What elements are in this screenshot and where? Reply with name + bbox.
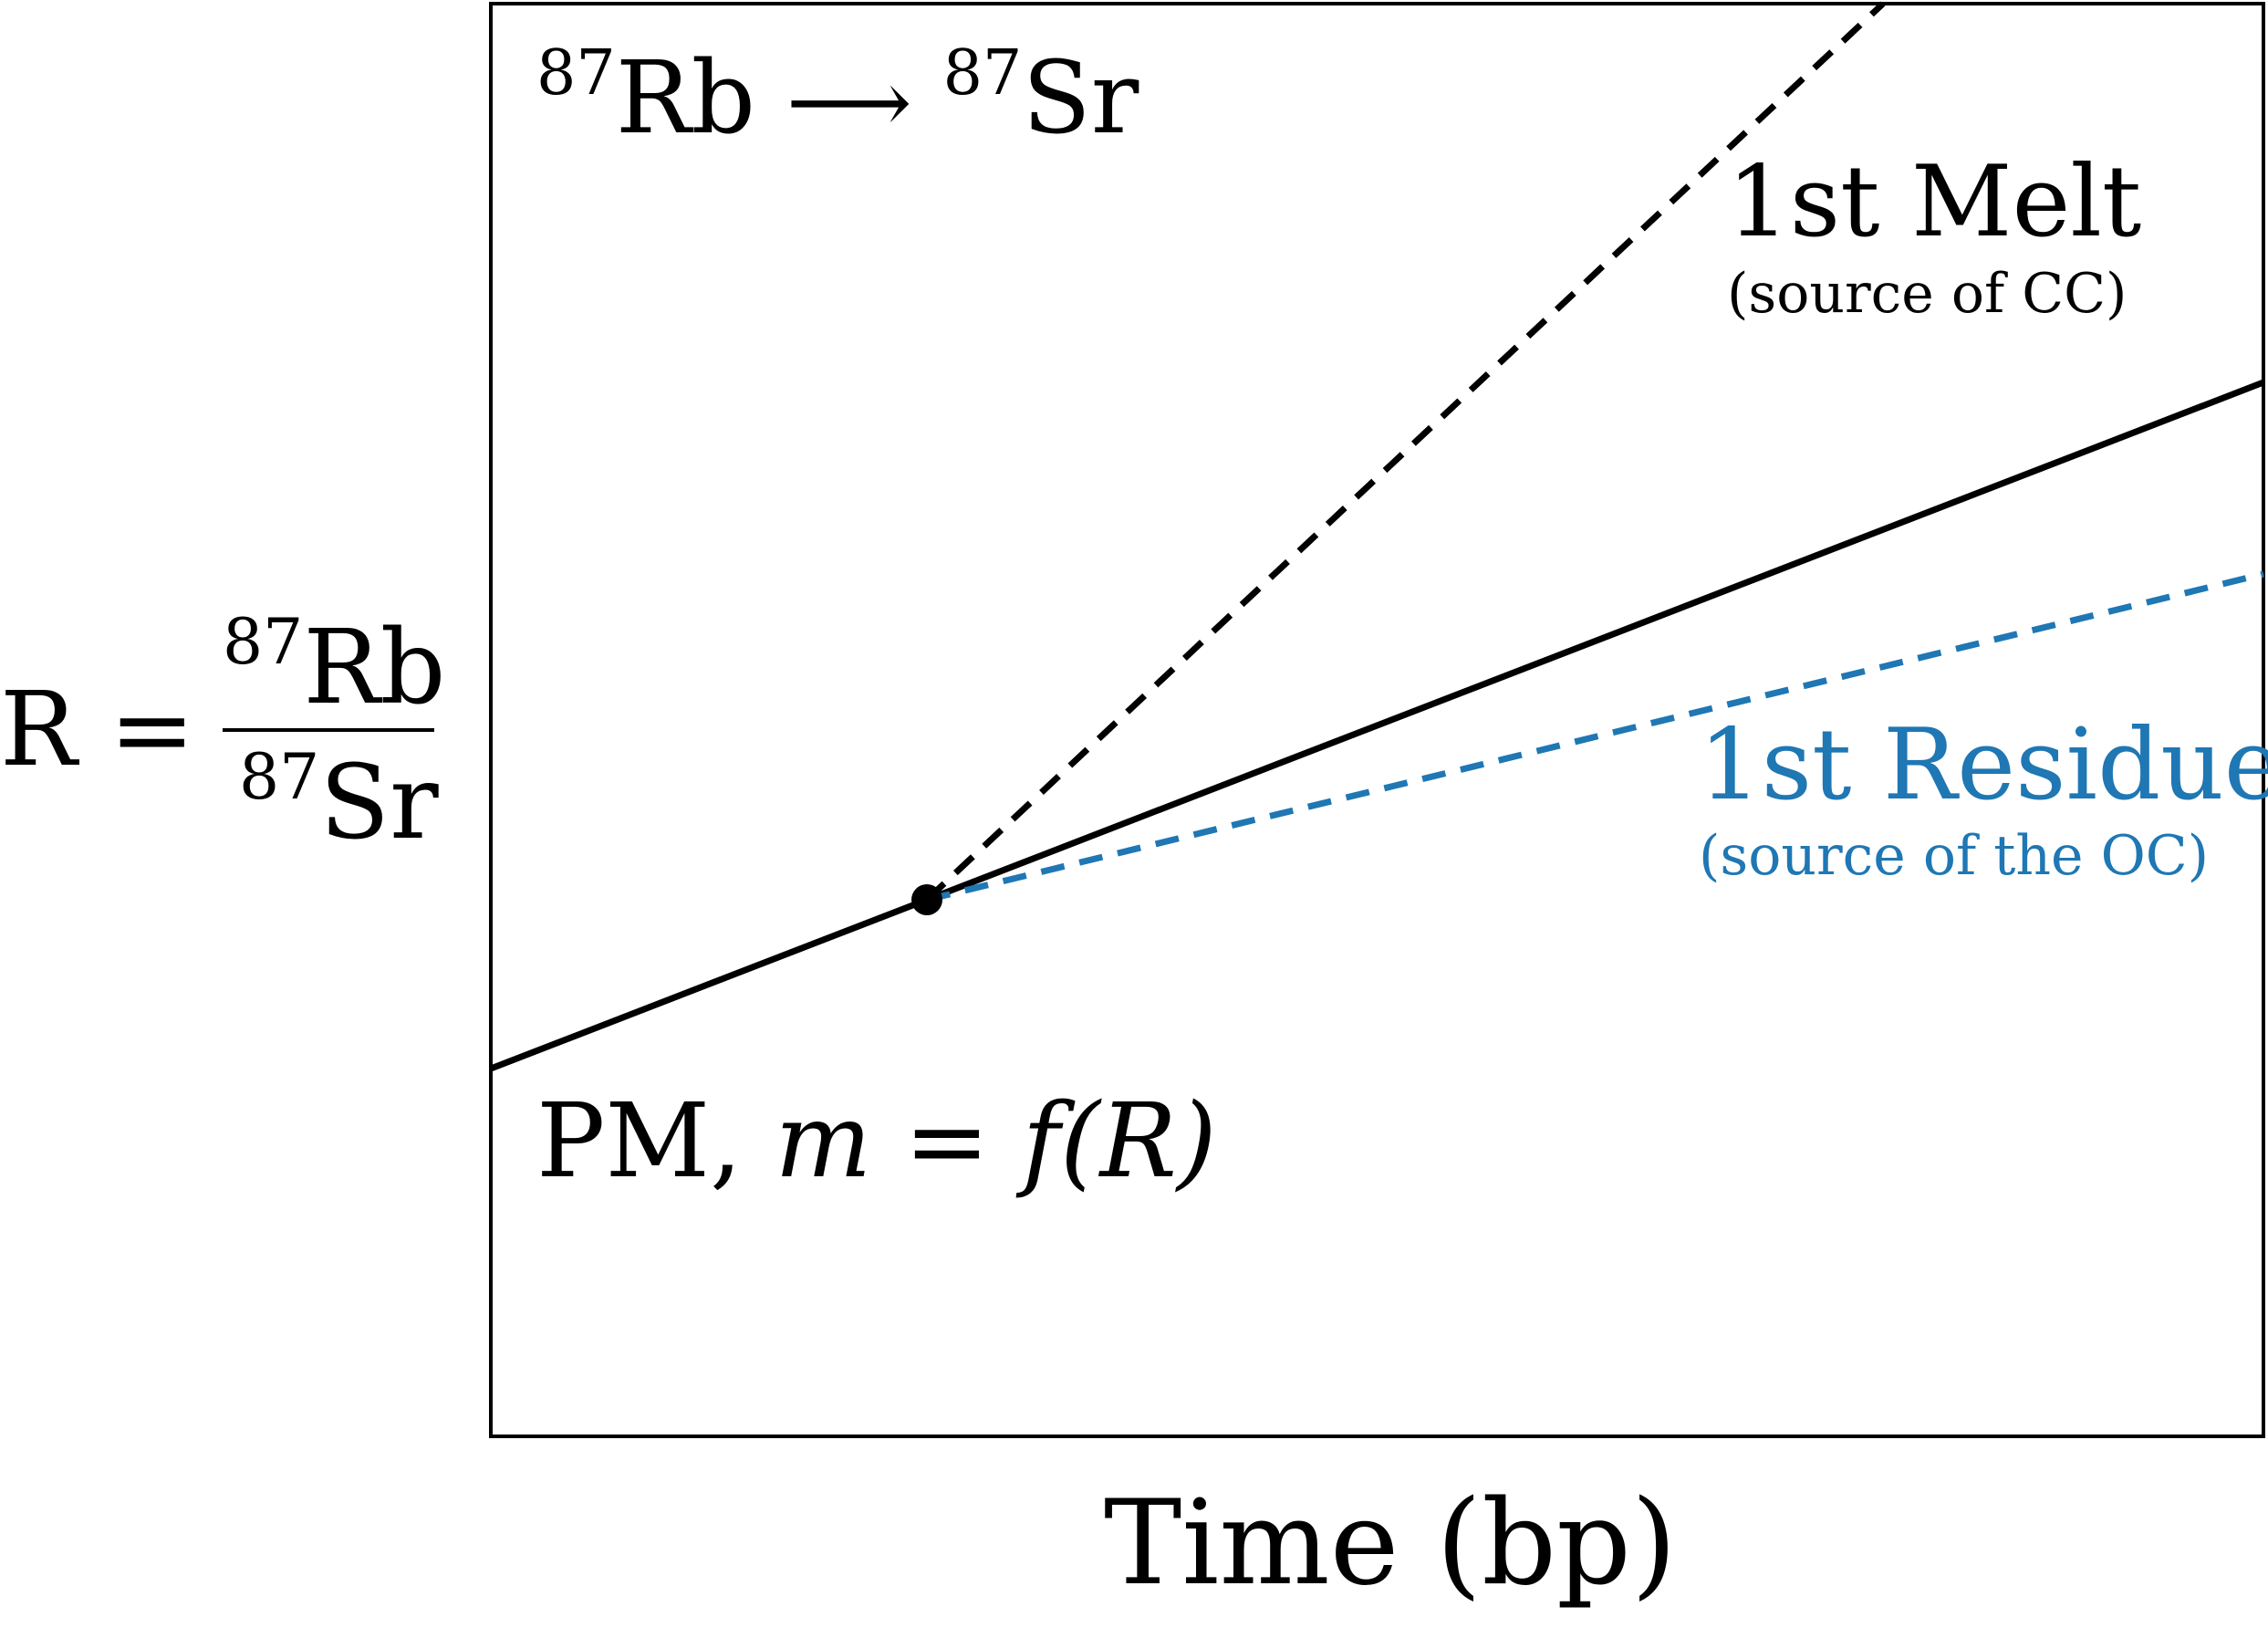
parent-mass-number: 87 bbox=[536, 37, 616, 110]
melt-dashed-line bbox=[924, 1, 1886, 902]
daughter-mass-number: 87 bbox=[942, 37, 1023, 110]
residue-dashed-line bbox=[926, 570, 2264, 903]
denominator-mass-number: 87 bbox=[239, 740, 320, 814]
daughter-isotope: Sr bbox=[1022, 39, 1139, 156]
differentiation-point bbox=[911, 884, 942, 915]
primitive-mantle-label: PM, m = f(R) bbox=[536, 1090, 1217, 1193]
numerator-isotope: Rb bbox=[303, 609, 446, 727]
melt-subtitle: (source of CC) bbox=[1727, 262, 2128, 326]
pm-equation: m = f(R) bbox=[775, 1082, 1217, 1201]
denominator-isotope: Sr bbox=[319, 744, 439, 862]
ratio-denominator: 87Sr bbox=[239, 746, 439, 854]
plot-frame bbox=[489, 2, 2265, 1438]
ratio-numerator: 87Rb bbox=[223, 610, 445, 719]
ratio-lhs: R = bbox=[0, 671, 195, 789]
melt-title: 1st Melt bbox=[1727, 145, 2142, 259]
pm-prefix: PM, bbox=[536, 1082, 743, 1201]
numerator-mass-number: 87 bbox=[223, 605, 304, 679]
parent-isotope: Rb bbox=[615, 39, 756, 156]
decay-reaction-label: 87Rb ⟶ 87Sr bbox=[536, 42, 1139, 153]
x-axis-label: Time (bp) bbox=[1104, 1476, 1677, 1612]
primitive-mantle-line bbox=[489, 379, 2265, 1072]
residue-title: 1st Residue bbox=[1699, 708, 2268, 822]
y-axis-label: R = 87Rb 87Sr bbox=[0, 610, 445, 854]
fraction-bar bbox=[223, 728, 434, 732]
decay-arrow-icon: ⟶ bbox=[786, 51, 912, 153]
residue-subtitle: (source of the OC) bbox=[1699, 824, 2210, 888]
